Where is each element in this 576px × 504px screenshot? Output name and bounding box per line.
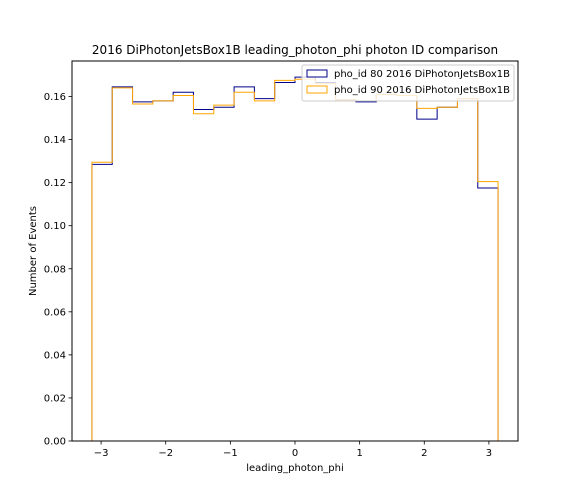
- legend-swatch-1: [306, 69, 328, 78]
- series-2-bin-20: [478, 182, 498, 441]
- y-tick-label: 0.14: [44, 135, 66, 146]
- series-2-step-line: [91, 78, 499, 441]
- chart-title: 2016 DiPhotonJetsBox1B leading_photon_ph…: [92, 43, 498, 57]
- y-axis-label: Number of Events: [28, 206, 39, 296]
- y-tick-label: 0.08: [44, 264, 66, 275]
- x-tick-label: −2: [158, 448, 173, 459]
- x-tick-label: 1: [356, 448, 362, 459]
- legend-label-1: pho_id 80 2016 DiPhotonJetsBox1B: [334, 69, 510, 80]
- x-tick-label: 2: [421, 448, 427, 459]
- series-2-bin-5: [173, 95, 193, 441]
- x-tick-label: 3: [486, 448, 492, 459]
- y-tick-label: 0.12: [44, 178, 66, 189]
- x-tick-label: −1: [223, 448, 238, 459]
- series-2-bin-18: [437, 107, 457, 441]
- series-2-bin-9: [254, 101, 274, 441]
- series-2-bin-12: [315, 84, 335, 441]
- y-axis-ticks: 0.00 0.02 0.04 0.06 0.08 0.10 0.12 0.14 0.16: [44, 92, 72, 448]
- legend-box: [301, 64, 515, 102]
- series-2-bin-13: [336, 100, 356, 441]
- series-2-bin-11: [295, 79, 315, 441]
- series-2-bin-4: [153, 101, 173, 441]
- series-2-bin-17: [417, 108, 437, 441]
- series-2: [91, 78, 499, 441]
- x-tick-label: −3: [94, 448, 109, 459]
- y-tick-label: 0.10: [44, 221, 66, 232]
- x-tick-label: 0: [292, 448, 298, 459]
- y-tick-label: 0.02: [44, 393, 66, 404]
- series-2-bin-2: [112, 88, 132, 441]
- y-tick-label: 0.06: [44, 307, 66, 318]
- y-tick-label: 0.04: [44, 350, 66, 361]
- y-tick-label: 0.16: [44, 92, 66, 103]
- series-2-bin-3: [133, 104, 153, 441]
- series-2-bin-16: [397, 95, 417, 441]
- series-2-bin-10: [275, 80, 295, 441]
- x-axis-label: leading_photon_phi: [246, 463, 344, 474]
- legend-swatch-2: [306, 85, 328, 94]
- legend-label-2: pho_id 90 2016 DiPhotonJetsBox1B: [334, 85, 510, 96]
- legend: pho_id 80 2016 DiPhotonJetsBox1B pho_id 9…: [301, 64, 515, 102]
- series-2-bin-14: [356, 101, 376, 441]
- series-2-bin-6: [193, 114, 213, 441]
- x-axis-ticks: −3 −2 −1 0 1 2 3: [94, 441, 492, 459]
- y-tick-label: 0.00: [44, 437, 66, 448]
- series-2-bin-15: [376, 94, 396, 441]
- series-2-bin-1: [92, 162, 112, 441]
- series-2-bin-19: [457, 99, 477, 441]
- series-2-bin-7: [214, 105, 234, 441]
- series-layer: [91, 76, 499, 441]
- series-2-bin-8: [234, 92, 254, 441]
